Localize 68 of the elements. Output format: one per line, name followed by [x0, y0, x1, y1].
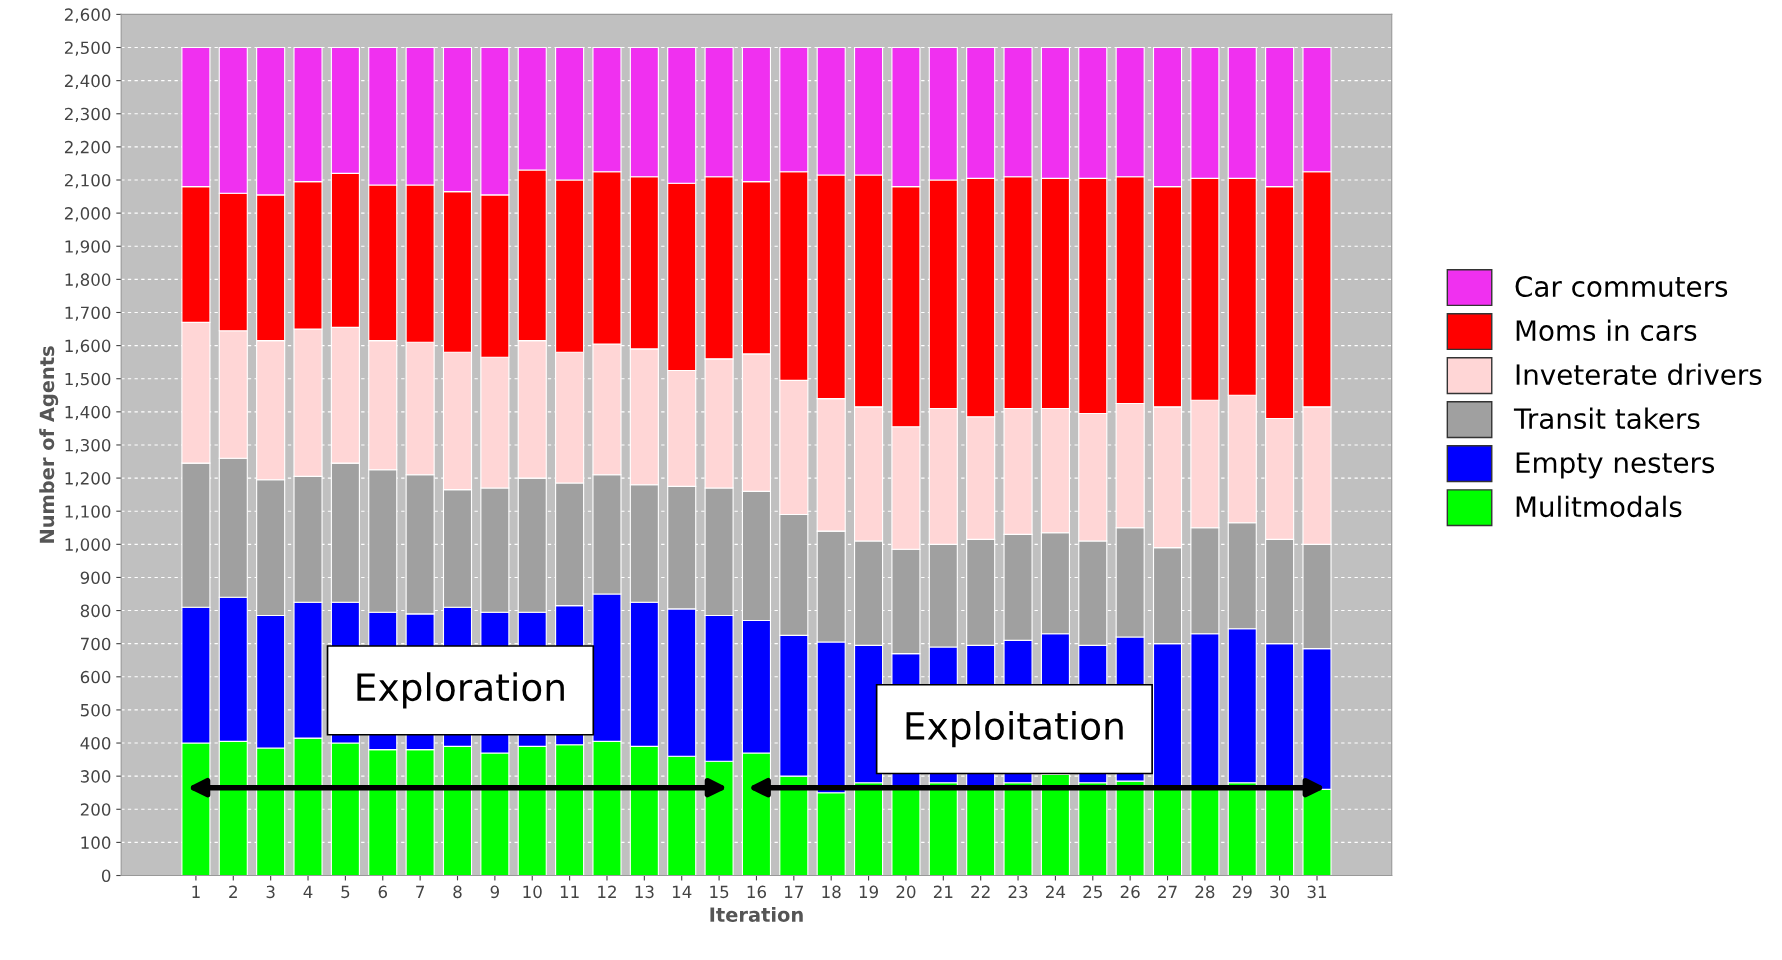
y-tick-label: 500 — [80, 703, 111, 717]
x-tick-label: 19 — [859, 885, 878, 899]
x-tick-label: 26 — [1120, 885, 1140, 899]
x-tick-label: 25 — [1083, 885, 1102, 899]
x-tick-label: 6 — [378, 885, 388, 899]
x-tick-label: 5 — [341, 885, 350, 899]
y-tick-label: 300 — [80, 770, 111, 783]
annotation: Exploration — [357, 672, 564, 709]
x-tick-label: 28 — [1195, 885, 1215, 899]
x-tick-label: 1 — [192, 885, 200, 898]
x-tick-label: 24 — [1046, 885, 1066, 898]
annotation: Exploitation — [906, 710, 1123, 748]
y-tick-label: 1,500 — [65, 372, 111, 387]
legend-label: Mulitmodals — [1516, 495, 1682, 518]
y-tick-label: 100 — [81, 836, 111, 849]
x-tick-label: 11 — [560, 885, 579, 898]
x-tick-label: 27 — [1158, 885, 1177, 898]
x-tick-label: 21 — [933, 885, 953, 898]
x-tick-label: 12 — [598, 885, 616, 898]
x-tick-label: 23 — [1008, 885, 1028, 899]
y-tick-label: 1,200 — [65, 472, 111, 487]
x-tick-label: 14 — [672, 885, 692, 898]
y-tick-label: 1,600 — [65, 339, 111, 354]
y-tick-label: 200 — [80, 803, 111, 816]
x-tick-label: 30 — [1270, 885, 1290, 899]
x-tick-label: 17 — [785, 885, 804, 898]
y-tick-label: 2,200 — [64, 140, 111, 156]
y-tick-label: 2,400 — [64, 74, 111, 89]
y-tick-label: 1,000 — [65, 538, 111, 553]
y-tick-label: 2,500 — [64, 41, 111, 56]
legend-label: Moms in cars — [1516, 319, 1697, 342]
x-axis-title: Iteration — [710, 906, 803, 922]
y-tick-label: 2,300 — [64, 107, 111, 123]
y-tick-label: 0 — [101, 869, 111, 883]
x-tick-label: 16 — [747, 885, 767, 899]
x-tick-label: 31 — [1307, 885, 1327, 899]
y-tick-label: 2,000 — [64, 207, 111, 222]
legend-label: Car commuters — [1515, 276, 1728, 298]
x-tick-label: 18 — [822, 885, 841, 899]
x-tick-label: 2 — [229, 885, 237, 898]
y-tick-label: 800 — [80, 604, 111, 618]
y-tick-label: 900 — [80, 571, 111, 585]
x-tick-label: 7 — [416, 885, 425, 898]
y-tick-label: 1,900 — [65, 240, 111, 255]
y-tick-label: 400 — [80, 737, 111, 750]
x-tick-label: 13 — [635, 885, 654, 899]
y-tick-label: 1,100 — [65, 505, 111, 520]
x-tick-label: 29 — [1232, 885, 1252, 899]
y-tick-label: 1,400 — [65, 405, 111, 421]
x-tick-label: 4 — [303, 885, 313, 898]
y-tick-label: 1,700 — [65, 306, 111, 321]
x-tick-label: 10 — [523, 885, 542, 899]
y-tick-label: 600 — [80, 670, 111, 684]
x-tick-label: 15 — [710, 885, 729, 899]
legend-label: Empty nesters — [1516, 452, 1715, 479]
x-tick-label: 3 — [266, 885, 275, 899]
y-tick-label: 2,100 — [64, 173, 111, 189]
x-tick-label: 20 — [896, 885, 916, 899]
x-tick-label: 9 — [490, 885, 499, 899]
y-tick-label: 2,600 — [64, 8, 111, 23]
y-tick-label: 700 — [81, 637, 111, 651]
y-tick-label: 1,300 — [65, 438, 111, 454]
legend-label: Inveterate drivers — [1516, 363, 1762, 386]
x-tick-label: 22 — [971, 885, 990, 898]
legend-label: Transit takers — [1513, 407, 1700, 430]
y-tick-label: 1,800 — [65, 273, 111, 288]
y-axis-title: Number of Agents — [39, 346, 59, 543]
x-tick-label: 8 — [453, 885, 462, 899]
